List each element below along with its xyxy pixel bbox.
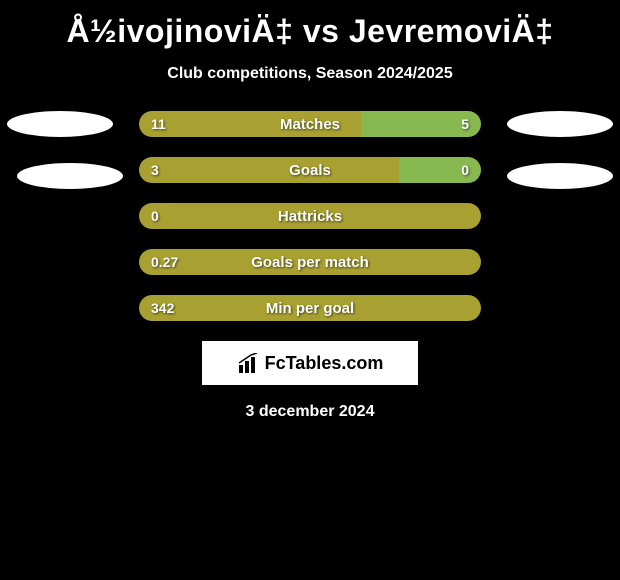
stat-rows-container: 11 5 Matches 3 0 Goals 0 Hattricks 0.27 Goals per… xyxy=(139,111,481,321)
stat-value-right: 0 xyxy=(461,162,469,178)
logo-box: FcTables.com xyxy=(202,341,418,385)
stat-bar-left: 3 xyxy=(139,157,399,183)
stat-value-right: 5 xyxy=(461,116,469,132)
date-text: 3 december 2024 xyxy=(0,403,620,421)
stat-row: 11 5 Matches xyxy=(139,111,481,137)
stat-label: Matches xyxy=(280,116,340,133)
stat-value-left: 0 xyxy=(151,208,159,224)
stat-row: 0.27 Goals per match xyxy=(139,249,481,275)
page-title: Å½ivojinoviÄ‡ vs JevremoviÄ‡ xyxy=(0,13,620,50)
stat-label: Hattricks xyxy=(278,208,342,225)
player-left-ellipse-1 xyxy=(7,111,113,137)
stat-value-left: 0.27 xyxy=(151,254,178,270)
stat-bar-right: 5 xyxy=(361,111,481,137)
stat-value-left: 342 xyxy=(151,300,174,316)
stat-value-left: 11 xyxy=(151,116,166,132)
stat-value-left: 3 xyxy=(151,162,159,178)
page-subtitle: Club competitions, Season 2024/2025 xyxy=(0,65,620,83)
stat-row: 3 0 Goals xyxy=(139,157,481,183)
stat-label: Goals xyxy=(289,162,331,179)
stat-label: Goals per match xyxy=(251,254,369,271)
stat-label: Min per goal xyxy=(266,300,354,317)
logo-text: FcTables.com xyxy=(265,353,384,374)
stats-area: 11 5 Matches 3 0 Goals 0 Hattricks 0.27 Goals per… xyxy=(0,111,620,321)
stat-row: 342 Min per goal xyxy=(139,295,481,321)
player-left-ellipse-2 xyxy=(17,163,123,189)
player-right-ellipse-2 xyxy=(507,163,613,189)
chart-icon xyxy=(237,353,261,373)
stat-row: 0 Hattricks xyxy=(139,203,481,229)
logo-content: FcTables.com xyxy=(237,353,384,374)
player-right-ellipse-1 xyxy=(507,111,613,137)
stat-bar-right: 0 xyxy=(399,157,481,183)
main-container: Å½ivojinoviÄ‡ vs JevremoviÄ‡ Club compet… xyxy=(0,0,620,421)
